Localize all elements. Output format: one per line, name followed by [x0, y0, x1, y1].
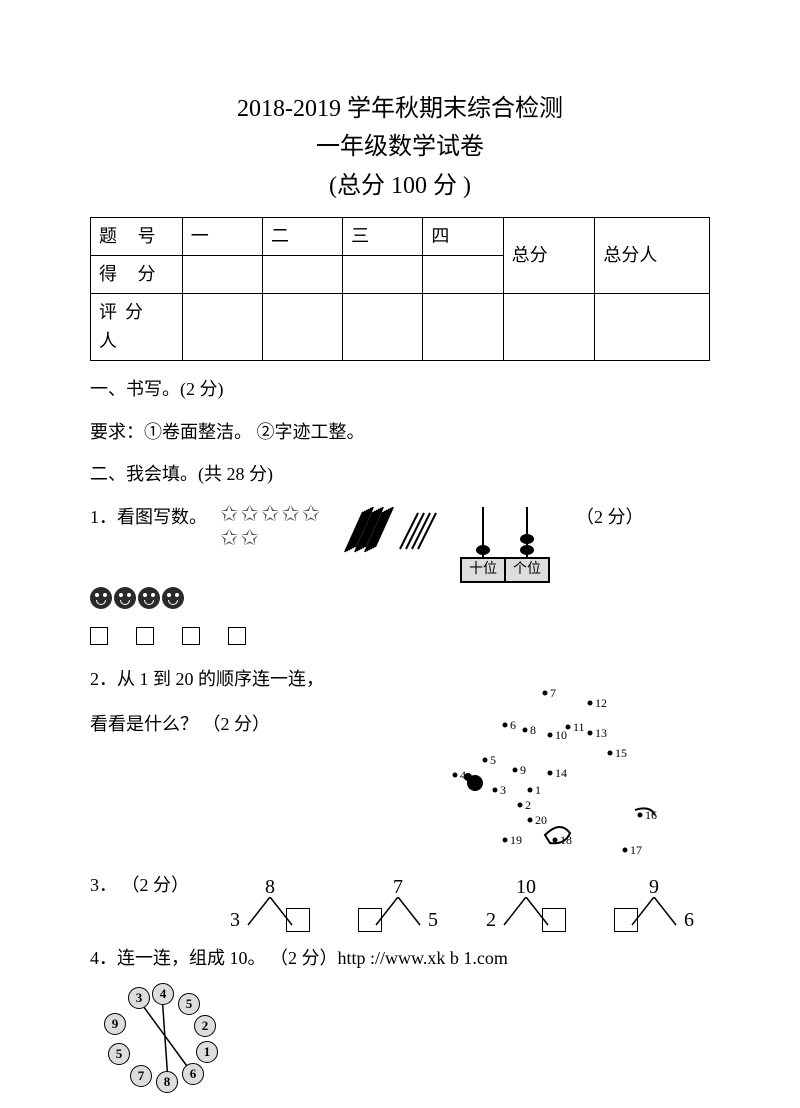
score-cell	[423, 294, 503, 361]
col-header: 二	[262, 218, 342, 256]
svg-text:3: 3	[500, 783, 506, 797]
stars-icon: ✩✩✩✩✩✩✩	[220, 503, 330, 549]
star-icon: ✩	[281, 503, 299, 525]
circle-number: 2	[194, 1015, 216, 1037]
circle-number: 9	[104, 1013, 126, 1035]
svg-text:20: 20	[535, 813, 547, 827]
circle-number: 8	[156, 1071, 178, 1093]
svg-text:15: 15	[615, 746, 627, 760]
col-header: 三	[343, 218, 423, 256]
svg-text:6: 6	[510, 718, 516, 732]
q1-points: （2 分）	[576, 503, 644, 532]
face-icon	[138, 587, 160, 609]
circle-number: 5	[178, 993, 200, 1015]
col-header: 总分	[503, 218, 595, 294]
col-header: 总分人	[595, 218, 710, 294]
faces-icon	[90, 587, 184, 609]
score-cell	[595, 294, 710, 361]
score-cell	[503, 294, 595, 361]
circle-number: 6	[182, 1063, 204, 1085]
svg-text:5: 5	[490, 753, 496, 767]
q2-line1: 2．从 1 到 20 的顺序连一连，	[90, 665, 350, 694]
table-row: 题 号 一 二 三 四 总分 总分人	[91, 218, 710, 256]
circle-number: 7	[130, 1065, 152, 1087]
answer-box	[136, 627, 154, 645]
svg-text:17: 17	[630, 843, 642, 857]
col-header: 四	[423, 218, 503, 256]
col-header: 一	[182, 218, 262, 256]
row-header: 得 分	[91, 256, 183, 294]
score-cell	[182, 256, 262, 294]
answer-box	[182, 627, 200, 645]
number-bond: 96	[614, 871, 694, 936]
score-cell	[262, 294, 342, 361]
svg-text:2: 2	[525, 798, 531, 812]
answer-box	[90, 627, 108, 645]
abacus-icon: 十位 个位	[450, 503, 560, 583]
section-1-title: 一、书写。(2 分)	[90, 375, 710, 404]
score-cell	[182, 294, 262, 361]
face-icon	[162, 587, 184, 609]
star-icon: ✩	[220, 503, 238, 525]
answer-box	[228, 627, 246, 645]
row-header: 评分人	[91, 294, 183, 361]
question-4: 4．连一连，组成 10。 （2 分）http ://www.xk b 1.com…	[90, 944, 710, 1093]
section-1-requirement: 要求：①卷面整洁。 ②字迹工整。	[90, 418, 710, 447]
svg-text:14: 14	[555, 766, 567, 780]
q2-line2: 看看是什么？ （2 分）	[90, 710, 350, 739]
abacus-tens-label: 十位	[462, 559, 506, 581]
table-row: 评分人	[91, 294, 710, 361]
circle-number: 5	[108, 1043, 130, 1065]
star-icon: ✩	[261, 503, 279, 525]
q4-label: 4．连一连，组成 10。 （2 分）http ://www.xk b 1.com	[90, 948, 508, 968]
star-icon: ✩	[240, 503, 258, 525]
answer-boxes	[90, 627, 710, 645]
circle-numbers-figure: 3452168759	[90, 983, 230, 1093]
abacus-ones-label: 个位	[506, 559, 548, 581]
question-2: 2．从 1 到 20 的顺序连一连， 看看是什么？ （2 分） 12345678…	[90, 665, 710, 865]
number-bond: 83	[230, 871, 310, 936]
q3-label: 3． （2 分）	[90, 871, 180, 900]
score-cell	[423, 256, 503, 294]
svg-text:7: 7	[550, 686, 556, 700]
face-icon	[114, 587, 136, 609]
circle-number: 1	[196, 1041, 218, 1063]
svg-text:11: 11	[573, 720, 585, 734]
score-cell	[343, 294, 423, 361]
title-line-2: 一年级数学试卷	[90, 128, 710, 166]
svg-text:10: 10	[555, 728, 567, 742]
title-line-1: 2018-2019 学年秋期末综合检测	[90, 90, 710, 128]
number-bond: 75	[358, 871, 438, 936]
score-cell	[343, 256, 423, 294]
face-icon	[90, 587, 112, 609]
star-icon: ✩	[220, 527, 238, 549]
question-3: 3． （2 分） 83 75 102 96	[90, 871, 710, 936]
svg-text:19: 19	[510, 833, 522, 847]
row-header: 题 号	[91, 218, 183, 256]
title-line-3: (总分 100 分 )	[90, 167, 710, 205]
section-2-title: 二、我会填。(共 28 分)	[90, 460, 710, 489]
svg-text:8: 8	[530, 723, 536, 737]
score-table: 题 号 一 二 三 四 总分 总分人 得 分 评分人	[90, 217, 710, 361]
svg-text:13: 13	[595, 726, 607, 740]
number-bond: 102	[486, 871, 566, 936]
connect-dots-figure: 1234567891011121314151617181920	[350, 665, 670, 865]
svg-text:12: 12	[595, 696, 607, 710]
sticks-icon	[340, 507, 440, 557]
question-1: 1．看图写数。 ✩✩✩✩✩✩✩ 十位 个位 （2 分）	[90, 503, 710, 583]
score-cell	[262, 256, 342, 294]
star-icon: ✩	[302, 503, 320, 525]
circle-number: 3	[128, 987, 150, 1009]
svg-text:1: 1	[535, 783, 541, 797]
q1-label: 1．看图写数。	[90, 503, 207, 532]
circle-number: 4	[152, 983, 174, 1005]
svg-text:9: 9	[520, 763, 526, 777]
document-title: 2018-2019 学年秋期末综合检测 一年级数学试卷 (总分 100 分 )	[90, 90, 710, 205]
star-icon: ✩	[240, 527, 258, 549]
